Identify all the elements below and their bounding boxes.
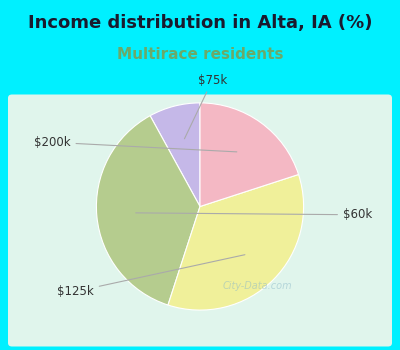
- Text: City-Data.com: City-Data.com: [222, 281, 292, 292]
- Wedge shape: [168, 175, 304, 310]
- Text: Multirace residents: Multirace residents: [117, 47, 283, 62]
- Text: $60k: $60k: [136, 208, 372, 221]
- Text: $125k: $125k: [57, 255, 245, 298]
- Text: Income distribution in Alta, IA (%): Income distribution in Alta, IA (%): [28, 14, 372, 32]
- Text: $75k: $75k: [184, 74, 227, 139]
- FancyBboxPatch shape: [8, 94, 392, 346]
- Wedge shape: [96, 116, 200, 305]
- Wedge shape: [200, 103, 298, 206]
- Text: $200k: $200k: [34, 136, 237, 152]
- Wedge shape: [150, 103, 200, 206]
